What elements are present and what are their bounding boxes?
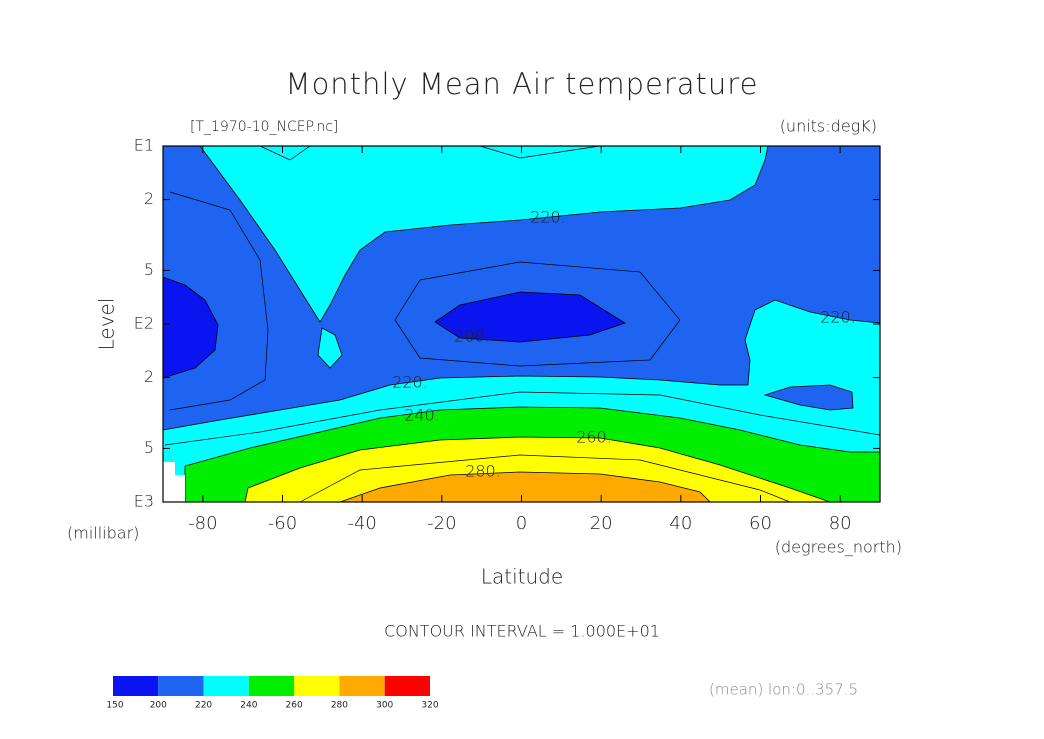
colorbar-label: 260 — [286, 701, 303, 711]
contour-line — [299, 454, 791, 503]
y-axis-unit: (millibar) — [67, 524, 139, 543]
contour-fill — [317, 327, 343, 369]
y-tick-label: E1 — [134, 136, 154, 155]
y-axis-label: Level — [95, 298, 119, 351]
colorbar-box — [203, 676, 249, 696]
colorbar-box — [294, 676, 340, 696]
contour-line — [479, 145, 601, 159]
contour-fill — [339, 471, 711, 503]
contour-label: 220. — [392, 373, 428, 392]
colorbar-label: 150 — [106, 701, 123, 711]
y-tick-label: 5 — [144, 438, 154, 457]
contour-fill — [199, 145, 769, 323]
chart-title: Monthly Mean Air temperature — [286, 67, 759, 101]
contour-label: 240. — [404, 406, 440, 425]
subtitle-left: [T_1970-10_NCEP.nc] — [190, 119, 338, 135]
colorbar-label: 300 — [376, 701, 393, 711]
colorbar-box — [339, 676, 385, 696]
contour-fill — [763, 384, 854, 411]
colorbar-box — [248, 676, 295, 696]
colorbar-box — [384, 676, 430, 696]
contour-label: 220. — [530, 208, 566, 227]
contour-fill — [434, 291, 626, 343]
contour-label: 200. — [454, 327, 490, 346]
colorbar-label: 200 — [150, 701, 167, 711]
subtitle-right: (units:degK) — [780, 117, 877, 136]
x-tick-label: 40 — [669, 513, 692, 534]
colorbar-label: 320 — [421, 701, 438, 711]
contour-label: 220. — [820, 308, 856, 327]
contour-label: 260. — [576, 428, 612, 447]
colorbar: 150 200 220 240 260 280 300 320 — [106, 676, 439, 711]
x-axis-unit: (degrees_north) — [775, 538, 902, 557]
contour-fill — [162, 276, 219, 379]
plot-area — [162, 145, 881, 503]
x-tick-label: 80 — [829, 513, 852, 534]
missing-data — [163, 462, 185, 502]
contour-line — [394, 261, 681, 367]
x-tick-label: -80 — [188, 513, 217, 534]
y-tick-label: 2 — [144, 189, 154, 208]
contour-line — [169, 191, 269, 411]
colorbar-label: 220 — [195, 701, 212, 711]
x-tick-label: -60 — [268, 513, 297, 534]
colorbar-box — [158, 676, 204, 696]
y-tick-label: E3 — [134, 492, 154, 511]
contour-line — [164, 391, 881, 446]
x-tick-label: 20 — [590, 513, 613, 534]
contour-label: 280. — [465, 462, 501, 481]
colorbar-label: 240 — [240, 701, 257, 711]
x-tick-label: 0 — [516, 513, 527, 534]
colorbar-box — [113, 676, 159, 696]
contour-line — [259, 145, 311, 161]
x-axis-label: Latitude — [481, 565, 563, 589]
contour-interval: CONTOUR INTERVAL = 1.000E+01 — [384, 622, 660, 641]
colorbar-label: 280 — [331, 701, 348, 711]
x-tick-label: 60 — [749, 513, 772, 534]
x-tick-label: -40 — [347, 513, 376, 534]
y-tick-label: E2 — [134, 314, 154, 333]
footnote: (mean) lon:0..357.5 — [709, 681, 858, 699]
x-tick-label: -20 — [427, 513, 456, 534]
y-tick-label: 5 — [144, 260, 154, 279]
y-tick-label: 2 — [144, 367, 154, 386]
